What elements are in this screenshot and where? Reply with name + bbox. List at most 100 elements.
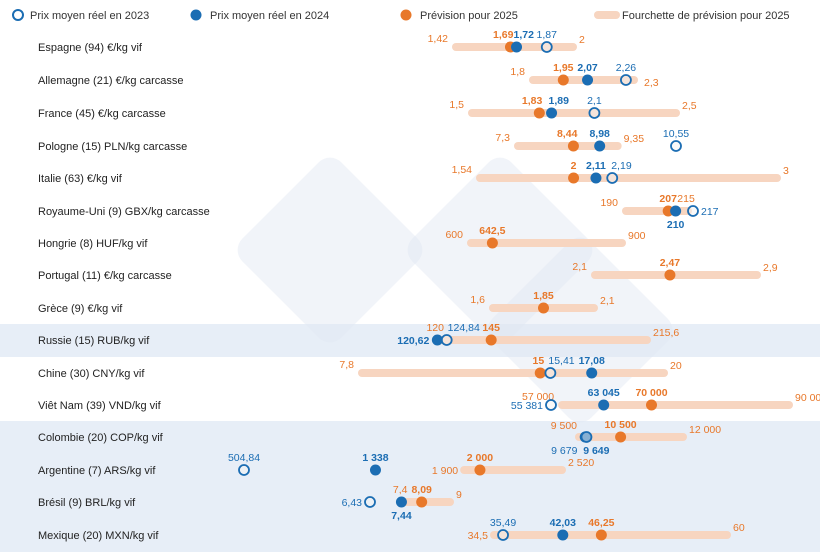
forecast-2025-label: 207: [659, 193, 677, 205]
chart-row: Russie (15) RUB/kg vif 120 215,6 124,84 120,…: [38, 322, 679, 347]
range-min-label: 34,5: [468, 530, 489, 542]
price-2024-marker: [590, 172, 602, 184]
range-max-label: 20: [670, 360, 682, 372]
price-2024-label: 17,08: [579, 355, 605, 367]
forecast-2025-marker: [486, 237, 498, 249]
forecast-2025-marker: [595, 529, 607, 541]
row-label: Viêt Nam (39) VND/kg vif: [38, 400, 162, 412]
price-2023-label: 504,84: [228, 452, 260, 464]
range-max-label: 9,35: [624, 133, 645, 145]
price-2023-marker: [580, 431, 593, 443]
chart-row: Chine (30) CNY/kg vif 7,8 20 15,41 17,08 15: [38, 355, 682, 380]
price-2023-marker: [544, 367, 557, 379]
chart-row: Colombie (20) COP/kg vif 9 500 12 000 9 679…: [38, 419, 721, 457]
forecast-2025-marker: [568, 172, 580, 184]
range-min-label: 1 900: [432, 465, 458, 477]
chart-row: Italie (63) €/kg vif 1,54 3 2,19 2,11 2: [38, 160, 789, 185]
chart-row: France (45) €/kg carcasse 1,5 2,5 2,1 1,89 1,…: [38, 95, 697, 120]
price-2023-marker: [545, 399, 557, 411]
range-max-label: 2,9: [763, 262, 778, 274]
chart-row: Espagne (94) €/kg vif 1,42 2 1,871,721,69: [38, 29, 585, 54]
forecast-2025-label: 46,25: [588, 517, 614, 529]
range-max-label: 3: [783, 165, 789, 177]
row-label: Allemagne (21) €/kg carcasse: [38, 75, 184, 87]
price-2024-label: 210: [667, 219, 685, 231]
price-2023-marker: [497, 529, 509, 541]
price-2024-marker: [511, 41, 523, 53]
highlight-band-americas: [0, 421, 820, 552]
price-2023-label: 2,19: [611, 160, 632, 172]
price-2023-label: 1,87: [537, 29, 558, 41]
range-min-label: 1,42: [428, 33, 449, 45]
price-2024-marker: [369, 464, 381, 476]
range-min-label: 1,5: [449, 99, 464, 111]
range-max-label: 215,6: [653, 327, 679, 339]
price-2023-marker: [440, 334, 453, 346]
price-2024-label: 8,98: [589, 128, 610, 140]
range-max-label: 2: [579, 34, 585, 46]
watermark-logo: [407, 157, 593, 343]
forecast-2025-marker: [646, 399, 658, 411]
price-2023-marker: [606, 172, 619, 184]
row-label: Argentine (7) ARS/kg vif: [38, 465, 156, 477]
price-2023-label: 35,49: [490, 517, 516, 529]
range-min-label: 1,6: [470, 294, 485, 306]
highlight-band-russie: [0, 324, 820, 357]
price-2024-marker: [582, 74, 594, 86]
price-2023-marker: [364, 496, 376, 508]
chart-row: Hongrie (8) HUF/kg vif 600 900 642,5: [38, 225, 646, 250]
price-2024-marker: [598, 399, 610, 411]
chart-row: Allemagne (21) €/kg carcasse 1,8 2,3 2,26 2,…: [38, 62, 659, 89]
forecast-2025-label: 145: [482, 322, 500, 334]
forecast-2025-marker: [538, 302, 549, 314]
price-2024-label: 2,07: [577, 62, 598, 74]
price-2023-label: 10,55: [663, 128, 689, 140]
legend-2025-dot-icon: [400, 9, 412, 21]
row-label: Brésil (9) BRL/kg vif: [38, 497, 136, 509]
price-2023-label: 55 381: [511, 400, 543, 412]
price-2023-label: 9 679: [551, 445, 577, 457]
price-2024-label: 2,11: [586, 160, 606, 172]
forecast-2025-marker: [534, 367, 546, 379]
legend-label-p2023: Prix moyen réel en 2023: [30, 10, 149, 22]
forecast-2025-marker: [664, 269, 676, 281]
forecast-2025-label: 8,44: [557, 128, 578, 140]
price-2024-label: 1,72: [514, 29, 535, 41]
price-2023-label: 2,26: [616, 62, 637, 74]
forecast-2025-marker: [567, 140, 579, 152]
forecast-2025-label: 1,95: [553, 62, 574, 74]
price-2024-marker: [546, 107, 558, 119]
watermark-logo: [237, 157, 423, 343]
range-min-label: 1,54: [452, 164, 473, 176]
price-2023-label: 6,43: [342, 497, 363, 509]
chart-row: Argentine (7) ARS/kg vif 1 900 2 520 504,84…: [38, 452, 594, 477]
forecast-2025-label: 15: [533, 355, 545, 367]
price-2023-label: 2,1: [587, 95, 602, 107]
forecast-2025-label: 1,85: [533, 290, 554, 302]
forecast-2025-label: 1,83: [522, 95, 543, 107]
row-label: Portugal (11) €/kg carcasse: [38, 270, 172, 282]
price-2023-marker: [620, 74, 632, 86]
forecast-2025-label: 8,09: [411, 484, 432, 496]
legend-2023-hollow-circle-icon: [12, 9, 24, 21]
chart-row: Pologne (15) PLN/kg carcasse 7,3 9,35 10,55…: [38, 128, 689, 153]
price-2024-marker: [395, 496, 407, 508]
legend-2024-dot-icon: [190, 9, 202, 21]
range-max-label: 900: [628, 230, 646, 242]
range-min-label: 120: [426, 322, 444, 334]
legend-label-p2025: Prévision pour 2025: [420, 10, 518, 22]
forecast-2025-marker: [416, 496, 428, 508]
range-max-label: 9: [456, 489, 462, 501]
row-label: France (45) €/kg carcasse: [38, 108, 166, 120]
row-label: Italie (63) €/kg vif: [38, 173, 123, 185]
forecast-2025-label: 2,47: [660, 257, 681, 269]
price-2024-marker: [431, 334, 443, 346]
row-label: Chine (30) CNY/kg vif: [38, 368, 145, 380]
range-max-label: 12 000: [689, 424, 721, 436]
legend-label-p2024: Prix moyen réel en 2024: [210, 10, 329, 22]
forecast-2025-label: 2: [571, 160, 577, 172]
price-2023-marker: [670, 140, 682, 152]
price-2023-marker: [588, 107, 601, 119]
forecast-2025-label: 1,69: [493, 29, 514, 41]
